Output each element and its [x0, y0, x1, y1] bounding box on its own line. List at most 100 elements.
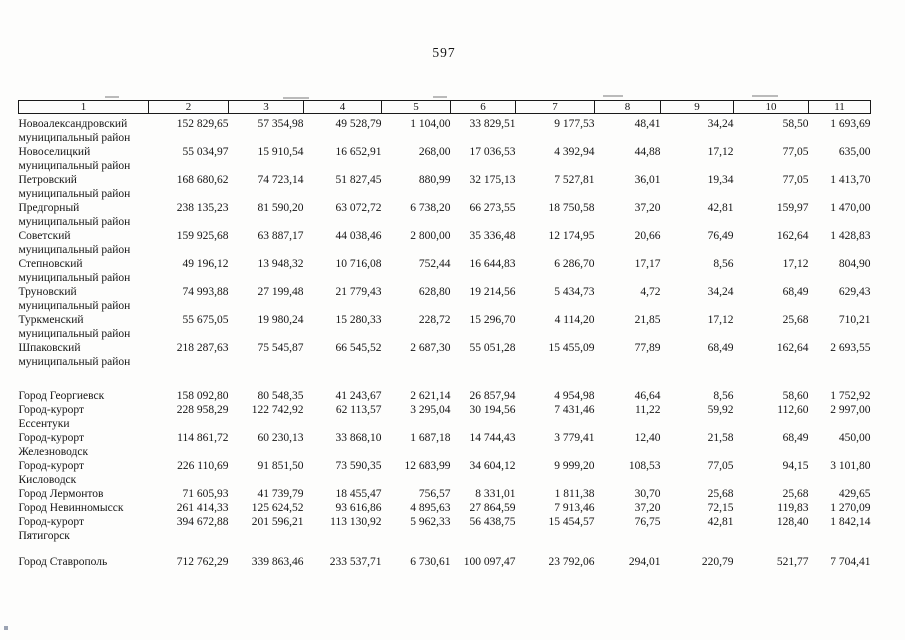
cell-value: 44,88 — [634, 146, 661, 158]
cell-value: 152 829,65 — [176, 118, 229, 130]
column-header: 3 — [228, 100, 304, 114]
cell-value: 339 863,46 — [251, 556, 304, 568]
cell-value: 11,22 — [635, 404, 661, 416]
cell-value: 2 997,00 — [830, 404, 871, 416]
document-page: 597 1 2 3 4 5 6 7 8 9 10 11 Новоалександровский мун… — [4, 45, 871, 630]
cell-value: 4,72 — [640, 286, 661, 298]
table-row: Город-курорт Кисловодск 226 110,69 91 851,5… — [19, 459, 871, 487]
cell-value: 81 590,20 — [257, 202, 304, 214]
cell-value: 158 092,80 — [176, 390, 229, 402]
row-name: Новоселицкий муниципальный район — [18, 146, 131, 172]
row-name: Город Лермонтов — [18, 488, 104, 500]
cell-value: 25,68 — [782, 488, 809, 500]
cell-value: 76,75 — [634, 516, 661, 528]
column-header: 7 — [515, 100, 595, 114]
cell-value: 8,56 — [713, 390, 734, 402]
cell-value: 7 913,46 — [554, 502, 595, 514]
row-name: Петровский муниципальный район — [18, 174, 131, 200]
row-name: Город Ставрополь — [18, 556, 108, 568]
cell-value: 112,60 — [777, 404, 809, 416]
cell-value: 16 644,83 — [469, 258, 516, 270]
cell-value: 76,49 — [707, 230, 734, 242]
cell-value: 12 174,95 — [548, 230, 595, 242]
cell-value: 20,66 — [634, 230, 661, 242]
row-name: Труновский муниципальный район — [18, 286, 131, 312]
cell-value: 1 470,00 — [830, 202, 871, 214]
cell-value: 1 687,18 — [410, 432, 451, 444]
cell-value: 63 072,72 — [335, 202, 382, 214]
cell-value: 7 527,81 — [554, 174, 595, 186]
cell-value: 19,34 — [707, 174, 734, 186]
row-name: Город Георгиевск — [18, 390, 105, 402]
scan-artifact-speck — [4, 626, 8, 630]
cell-value: 16 652,91 — [335, 146, 382, 158]
cell-value: 15 910,54 — [257, 146, 304, 158]
cell-value: 25,68 — [782, 314, 809, 326]
cell-value: 46,64 — [634, 390, 661, 402]
cell-value: 218 287,63 — [176, 342, 229, 354]
table-row: Степновский муниципальный район 49 196,12 1… — [19, 257, 871, 285]
cell-value: 429,65 — [838, 488, 871, 500]
cell-value: 1 428,83 — [830, 230, 871, 242]
cell-value: 34,24 — [707, 118, 734, 130]
table-row: Новоселицкий муниципальный район 55 034,97… — [19, 145, 871, 173]
cell-value: 63 887,17 — [257, 230, 304, 242]
cell-value: 55 034,97 — [182, 146, 229, 158]
cell-value: 880,99 — [418, 174, 451, 186]
cell-value: 55 051,28 — [469, 342, 516, 354]
cell-value: 71 605,93 — [182, 488, 229, 500]
row-name: Город Невинномысск — [18, 502, 124, 514]
cell-value: 37,20 — [634, 202, 661, 214]
cell-value: 710,21 — [838, 314, 871, 326]
cell-value: 2 687,30 — [410, 342, 451, 354]
cell-value: 4 392,94 — [554, 146, 595, 158]
cell-value: 108,53 — [628, 460, 661, 472]
cell-value: 15 454,57 — [548, 516, 595, 528]
table-row: Город Георгиевск 158 092,80 80 548,35 41 24… — [19, 389, 871, 403]
cell-value: 1 270,09 — [830, 502, 871, 514]
table-row: Шпаковский муниципальный район 218 287,63 7… — [19, 341, 871, 369]
cell-value: 4 114,20 — [554, 314, 595, 326]
cell-value: 162,64 — [776, 230, 809, 242]
cell-value: 56 438,75 — [469, 516, 516, 528]
cell-value: 13 948,32 — [257, 258, 304, 270]
cell-value: 228,72 — [418, 314, 451, 326]
cell-value: 17,12 — [707, 146, 734, 158]
cell-value: 77,05 — [707, 460, 734, 472]
cell-value: 628,80 — [418, 286, 451, 298]
cell-value: 804,90 — [838, 258, 871, 270]
cell-value: 9 999,20 — [554, 460, 595, 472]
cell-value: 77,05 — [782, 146, 809, 158]
column-header: 1 — [18, 100, 149, 114]
cell-value: 27 199,48 — [257, 286, 304, 298]
row-name: Степновский муниципальный район — [18, 258, 131, 284]
cell-value: 15 455,09 — [548, 342, 595, 354]
cell-value: 49 528,79 — [335, 118, 382, 130]
cell-value: 5 434,73 — [554, 286, 595, 298]
cell-value: 2 800,00 — [410, 230, 451, 242]
cell-value: 125 624,52 — [251, 502, 304, 514]
cell-value: 17 036,53 — [469, 146, 516, 158]
cell-value: 635,00 — [838, 146, 871, 158]
cell-value: 168 680,62 — [176, 174, 229, 186]
cell-value: 68,49 — [782, 286, 809, 298]
row-name: Город-курорт Ессентуки — [18, 404, 85, 430]
cell-value: 1 811,38 — [554, 488, 595, 500]
cell-value: 55 675,05 — [182, 314, 229, 326]
cell-value: 2 621,14 — [410, 390, 451, 402]
scan-artifact-dash — [752, 95, 778, 97]
cell-value: 6 286,70 — [554, 258, 595, 270]
cell-value: 91 851,50 — [257, 460, 304, 472]
column-header: 2 — [148, 100, 229, 114]
cell-value: 21,85 — [634, 314, 661, 326]
scan-artifact-dash — [283, 97, 309, 99]
cell-value: 72,15 — [707, 502, 734, 514]
cell-value: 41 243,67 — [335, 390, 382, 402]
cell-value: 33 829,51 — [469, 118, 516, 130]
cell-value: 7 704,41 — [830, 556, 871, 568]
cell-value: 48,41 — [634, 118, 661, 130]
cell-value: 42,81 — [707, 516, 734, 528]
cell-value: 17,12 — [707, 314, 734, 326]
cell-value: 12,40 — [634, 432, 661, 444]
cell-value: 1 693,69 — [830, 118, 871, 130]
